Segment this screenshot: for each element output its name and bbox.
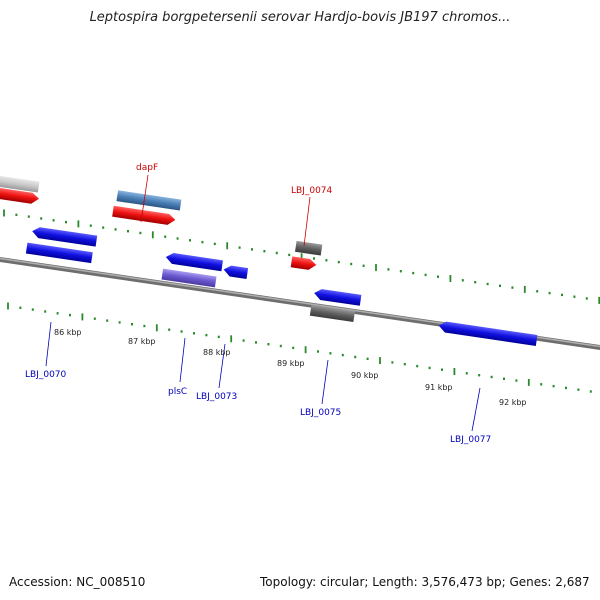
gene-arrow-LBJ_0070-upper[interactable]	[31, 226, 98, 247]
leader-dapF	[140, 174, 149, 223]
gene-block-dapF[interactable]	[116, 190, 182, 211]
gene-arrow-plsC-upper[interactable]	[165, 252, 223, 272]
gene-label-LBJ_0074[interactable]: LBJ_0074	[291, 186, 333, 196]
gene-label-LBJ_0070[interactable]: LBJ_0070	[25, 370, 67, 380]
scale-ticks-upper	[3, 209, 600, 304]
gene-arrow-LBJ_0075[interactable]	[313, 288, 362, 306]
gene-label-plsC[interactable]: plsC	[168, 387, 187, 397]
leader-LBJ_0075	[321, 359, 329, 405]
gene-arrow-LBJ_0077[interactable]	[438, 321, 538, 346]
scale-label-88kbp: 88 kbp	[203, 348, 231, 357]
gene-block-LBJ_0075-gray[interactable]	[309, 304, 355, 323]
gene-arrow-LBJ_0074[interactable]	[290, 256, 317, 271]
scale-ticks-lower	[7, 302, 592, 393]
gene-block-plsC[interactable]	[161, 268, 217, 288]
topology-summary: Topology: circular; Length: 3,576,473 bp…	[260, 575, 590, 589]
gene-block-LBJ_0074[interactable]	[294, 240, 323, 256]
gene-arrow-LBJ_0073[interactable]	[223, 265, 249, 279]
leader-plsC	[179, 337, 186, 383]
leader-LBJ_0074	[303, 196, 311, 247]
leader-LBJ_0077	[471, 387, 481, 432]
accession-text: Accession: NC_008510	[9, 575, 146, 589]
scale-label-87kbp: 87 kbp	[128, 337, 156, 346]
gene-block-left-edge-gray[interactable]	[0, 175, 40, 193]
gene-arrow-left-edge-red[interactable]	[0, 186, 40, 205]
gene-label-LBJ_0075[interactable]: LBJ_0075	[300, 408, 341, 418]
gene-label-dapF[interactable]: dapF	[136, 163, 158, 173]
leader-LBJ_0073	[218, 343, 226, 389]
scale-label-89kbp: 89 kbp	[277, 359, 305, 368]
gene-block-LBJ_0070[interactable]	[25, 242, 93, 264]
gene-arrow-dapF[interactable]	[112, 205, 176, 226]
gene-label-LBJ_0077[interactable]: LBJ_0077	[450, 435, 491, 445]
leader-LBJ_0070	[45, 321, 52, 367]
gene-label-LBJ_0073[interactable]: LBJ_0073	[196, 392, 237, 402]
scale-label-90kbp: 90 kbp	[351, 371, 379, 380]
scale-label-86kbp: 86 kbp	[54, 328, 82, 337]
scale-label-91kbp: 91 kbp	[425, 383, 453, 392]
scale-label-92kbp: 92 kbp	[499, 398, 527, 407]
map-title: Leptospira borgpetersenii serovar Hardjo…	[89, 10, 511, 25]
